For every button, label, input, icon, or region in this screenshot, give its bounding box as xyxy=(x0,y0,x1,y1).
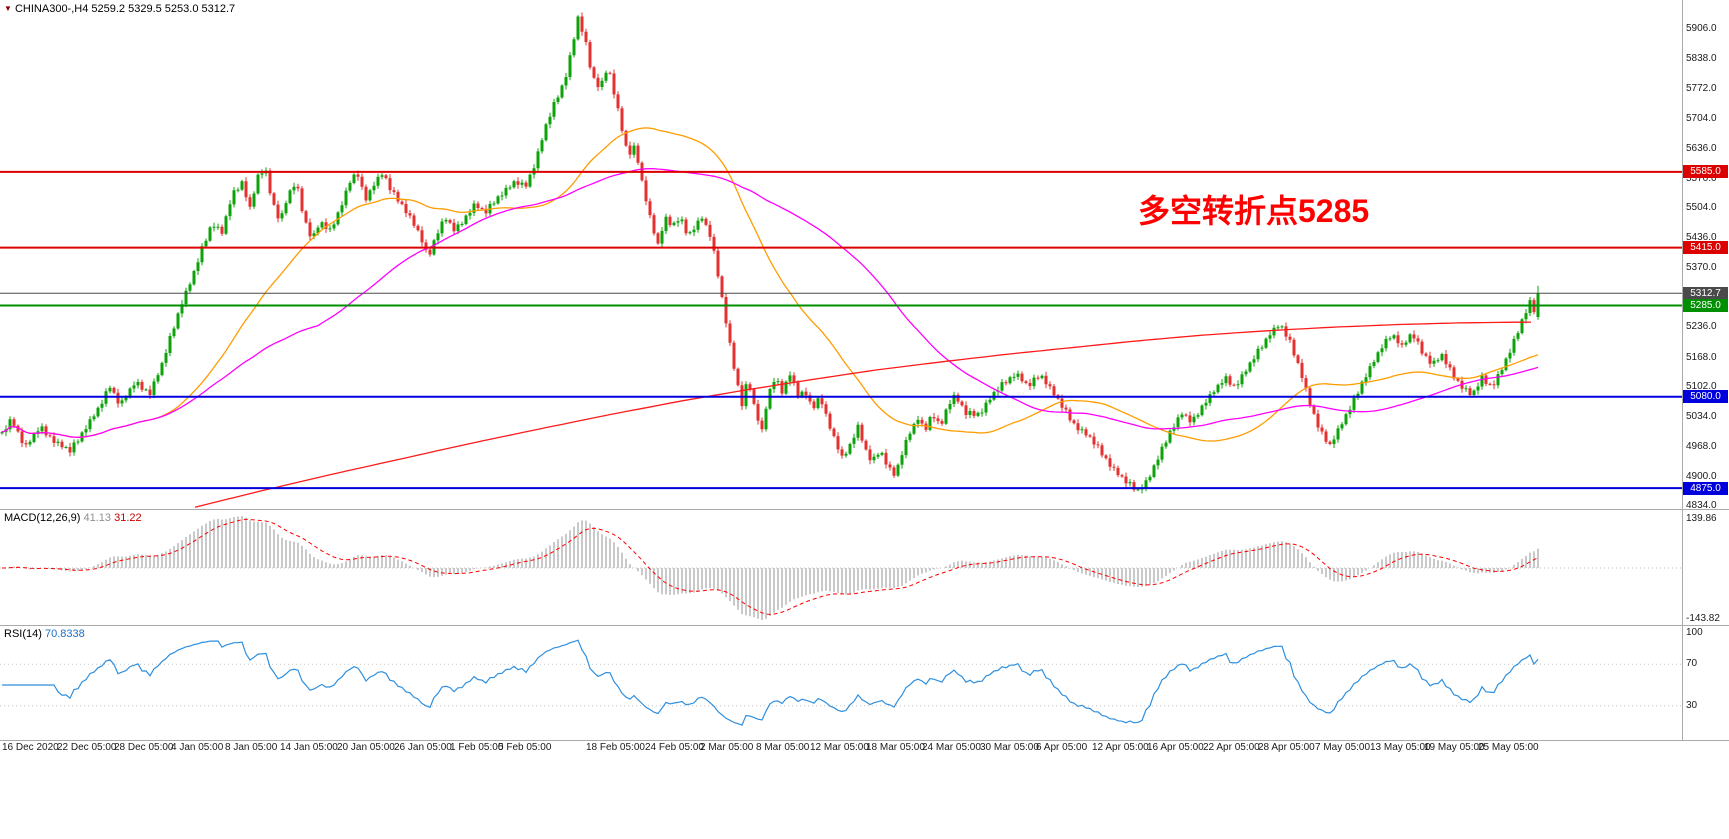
panel-divider[interactable] xyxy=(0,740,1729,741)
price-axis-label: 5704.0 xyxy=(1686,113,1717,124)
x-axis-label: 16 Dec 2020 xyxy=(2,742,59,753)
macd-name: MACD(12,26,9) xyxy=(4,512,81,524)
rsi-axis-label: 70 xyxy=(1686,658,1698,669)
x-axis-label: 8 Jan 05:00 xyxy=(225,742,278,753)
x-axis-label: 19 May 05:00 xyxy=(1424,742,1485,753)
price-axis-label: 5906.0 xyxy=(1686,23,1717,34)
x-axis-label: 28 Dec 05:00 xyxy=(114,742,174,753)
price-axis-label: 5636.0 xyxy=(1686,143,1717,154)
rsi-name: RSI(14) xyxy=(4,628,42,640)
price-axis-label: 4968.0 xyxy=(1686,441,1717,452)
macd-axis-label: 139.86 xyxy=(1686,513,1717,524)
rsi-indicator-canvas[interactable] xyxy=(0,626,1682,740)
up-candles xyxy=(0,15,1540,494)
macd-main-value: 41.13 xyxy=(83,512,112,524)
macd-histogram xyxy=(5,516,1539,620)
price-level-badge[interactable]: 4875.0 xyxy=(1683,481,1728,495)
rsi-value: 70.8338 xyxy=(44,628,85,640)
symbol-period-label: CHINA300-,H4 xyxy=(14,3,89,15)
x-axis-label: 24 Feb 05:00 xyxy=(645,742,704,753)
x-axis-label: 7 May 05:00 xyxy=(1315,742,1371,753)
ma-slow-line xyxy=(194,321,1532,508)
price-axis-label: 5370.0 xyxy=(1686,262,1717,273)
x-axis-label: 28 Apr 05:00 xyxy=(1258,742,1315,753)
x-axis-label: 4 Jan 05:00 xyxy=(171,742,224,753)
annotation-text[interactable]: 多空转折点5285 xyxy=(1138,193,1370,229)
x-axis-label: 12 Mar 05:00 xyxy=(810,742,869,753)
price-axis-label: 5772.0 xyxy=(1686,83,1717,94)
price-level-badge[interactable]: 5285.0 xyxy=(1683,299,1728,312)
x-axis-label: 24 Mar 05:00 xyxy=(922,742,981,753)
macd-panel-label: MACD(12,26,9) 41.13 31.22 xyxy=(4,512,142,524)
x-axis-label: 18 Feb 05:00 xyxy=(586,742,645,753)
x-axis-label: 6 Apr 05:00 xyxy=(1036,742,1088,753)
x-axis-label: 14 Jan 05:00 xyxy=(280,742,338,753)
x-axis-label: 26 Jan 05:00 xyxy=(394,742,452,753)
price-level-badge[interactable]: 5080.0 xyxy=(1683,390,1728,404)
price-chart-canvas[interactable] xyxy=(0,0,1682,509)
ma-mid-line xyxy=(1,167,1539,438)
x-axis-label: 20 Jan 05:00 xyxy=(337,742,395,753)
price-axis-label: 5838.0 xyxy=(1686,53,1717,64)
x-axis-label: 30 Mar 05:00 xyxy=(980,742,1039,753)
x-axis-label: 2 Mar 05:00 xyxy=(700,742,754,753)
x-axis-label: 8 Mar 05:00 xyxy=(756,742,810,753)
price-axis-label: 5102.0 xyxy=(1686,381,1717,392)
down-candles xyxy=(12,12,1536,492)
price-axis-label: 5504.0 xyxy=(1686,202,1717,213)
price-axis-label: 4900.0 xyxy=(1686,471,1717,482)
ohlc-values: 5259.2 5329.5 5253.0 5312.7 xyxy=(91,3,236,15)
price-axis-label: 5236.0 xyxy=(1686,321,1717,332)
price-axis-label: 5570.0 xyxy=(1686,173,1717,184)
macd-axis-label: -143.82 xyxy=(1686,613,1720,624)
x-axis-label: 16 Apr 05:00 xyxy=(1147,742,1204,753)
price-axis-label: 5436.0 xyxy=(1686,232,1717,243)
symbol-marker-icon: ▼ xyxy=(4,4,12,13)
price-axis-label: 5168.0 xyxy=(1686,352,1717,363)
price-axis-label: 5034.0 xyxy=(1686,411,1717,422)
y-axis-line xyxy=(1682,0,1683,740)
rsi-axis-label: 30 xyxy=(1686,700,1698,711)
price-axis-label: 4834.0 xyxy=(1686,500,1717,511)
x-axis-label: 22 Apr 05:00 xyxy=(1203,742,1260,753)
x-axis-label: 25 May 05:00 xyxy=(1478,742,1539,753)
x-axis-label: 12 Apr 05:00 xyxy=(1092,742,1149,753)
rsi-panel-label: RSI(14) 70.8338 xyxy=(4,628,85,640)
x-axis-label: 1 Feb 05:00 xyxy=(450,742,504,753)
symbol-info: ▼ CHINA300-,H4 5259.2 5329.5 5253.0 5312… xyxy=(4,3,235,15)
macd-indicator-canvas[interactable] xyxy=(0,510,1682,625)
panel-divider[interactable] xyxy=(0,509,1729,510)
rsi-line xyxy=(2,639,1539,726)
price-level-badge[interactable]: 5415.0 xyxy=(1683,241,1728,255)
x-axis-label: 5 Feb 05:00 xyxy=(498,742,552,753)
macd-signal-value: 31.22 xyxy=(114,512,142,524)
price-level-badge[interactable]: 5312.7 xyxy=(1683,286,1728,300)
x-axis-label: 13 May 05:00 xyxy=(1370,742,1431,753)
macd-signal-line xyxy=(2,518,1539,615)
ma-fast-line xyxy=(1,127,1539,442)
panel-divider[interactable] xyxy=(0,625,1729,626)
x-axis-label: 18 Mar 05:00 xyxy=(866,742,925,753)
rsi-axis-label: 100 xyxy=(1686,627,1703,638)
x-axis-label: 22 Dec 05:00 xyxy=(57,742,117,753)
price-level-badge[interactable]: 5585.0 xyxy=(1683,165,1728,179)
